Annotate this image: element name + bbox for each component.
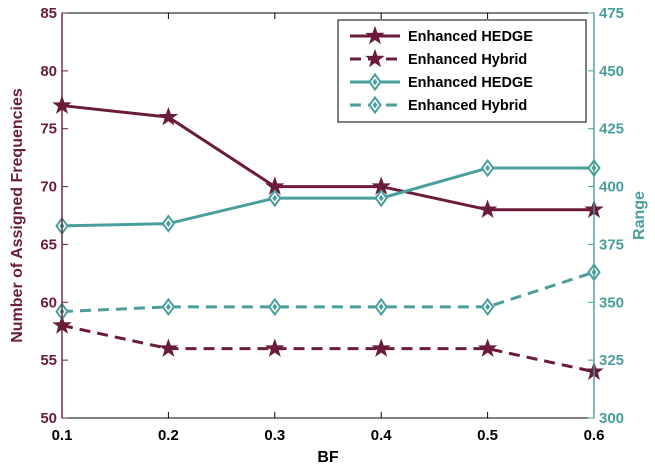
- data-point-star: [265, 338, 285, 357]
- data-point-diamond-core: [272, 303, 278, 311]
- data-point-star: [158, 106, 179, 126]
- right-axis-title: Range: [631, 191, 648, 240]
- data-point-diamond: [268, 297, 282, 317]
- x-tick-label: 0.2: [158, 427, 179, 444]
- data-point-star: [158, 338, 179, 357]
- legend-label: Enhanced HEDGE: [408, 29, 533, 45]
- data-point-diamond-core: [485, 303, 491, 311]
- right-tick-label: 475: [599, 5, 624, 22]
- legend-diamond-marker-core: [372, 78, 378, 86]
- data-point-diamond: [161, 297, 176, 317]
- right-tick-label: 325: [599, 352, 624, 369]
- series-line: [61, 166, 594, 228]
- x-tick-label: 0.6: [584, 427, 605, 444]
- data-point-diamond: [480, 158, 495, 178]
- legend-entry: Enhanced Hybrid: [350, 48, 527, 68]
- series-line: [61, 104, 594, 212]
- left-axis-title: Number of Assigned Frequencies: [9, 88, 26, 343]
- left-tick-label: 80: [40, 63, 57, 80]
- x-axis-title: BF: [317, 449, 339, 466]
- legend-label: Enhanced Hybrid: [408, 52, 527, 68]
- legend-label: Enhanced Hybrid: [408, 98, 527, 114]
- x-tick-label: 0.1: [52, 427, 73, 444]
- left-tick-label: 75: [40, 121, 57, 138]
- data-point-star: [477, 338, 498, 357]
- axes-layer: 0.1 0.2 0.3 0.4 0.5 0.6 50 55 60 65 70 75 80 85 300 325…: [9, 5, 648, 466]
- data-point-diamond-core: [378, 194, 384, 202]
- data-point-diamond: [480, 297, 495, 317]
- series-2: [55, 158, 601, 236]
- data-point-star: [477, 199, 498, 218]
- series-line: [61, 270, 595, 314]
- right-tick-label: 400: [599, 179, 624, 196]
- left-tick-label: 85: [40, 5, 57, 22]
- legend-entry: Enhanced HEDGE: [350, 72, 533, 92]
- left-tick-label: 60: [40, 294, 57, 311]
- legend-star-marker: [365, 48, 385, 68]
- legend-diamond-marker: [368, 95, 382, 115]
- data-point-diamond-core: [272, 194, 278, 202]
- data-point-diamond: [161, 214, 176, 233]
- x-tick-label: 0.4: [371, 427, 393, 444]
- data-point-diamond-core: [378, 303, 384, 311]
- left-tick-label: 65: [40, 236, 57, 253]
- legend: Enhanced HEDGE Enhanced Hybrid Enhanced HE…: [337, 19, 587, 123]
- left-tick-label: 55: [40, 352, 57, 369]
- right-tick-label: 375: [599, 236, 624, 253]
- left-tick-label: 50: [40, 410, 57, 427]
- legend-diamond-marker-core: [372, 101, 378, 109]
- x-tick-label: 0.3: [264, 427, 285, 444]
- series-1: [52, 315, 604, 380]
- legend-label: Enhanced HEDGE: [408, 75, 533, 91]
- data-point-diamond-core: [165, 303, 171, 311]
- series-3: [55, 263, 601, 321]
- x-tick-label: 0.5: [477, 427, 498, 444]
- data-point-diamond: [374, 188, 388, 208]
- right-tick-label: 425: [599, 121, 624, 138]
- series-line: [61, 323, 595, 374]
- legend-entry: Enhanced Hybrid: [350, 95, 527, 115]
- right-tick-label: 450: [599, 63, 624, 80]
- series-layer: [52, 95, 604, 380]
- data-point-diamond-core: [485, 164, 491, 172]
- right-tick-label: 300: [599, 410, 624, 427]
- legend-star-marker: [365, 25, 385, 45]
- left-tick-label: 70: [40, 179, 57, 196]
- data-point-diamond-core: [165, 220, 171, 227]
- right-tick-label: 350: [599, 294, 624, 311]
- data-point-star: [371, 338, 391, 357]
- data-point-diamond: [268, 188, 282, 208]
- legend-entry: Enhanced HEDGE: [350, 25, 533, 45]
- data-point-diamond: [374, 297, 388, 317]
- legend-diamond-marker: [368, 72, 382, 92]
